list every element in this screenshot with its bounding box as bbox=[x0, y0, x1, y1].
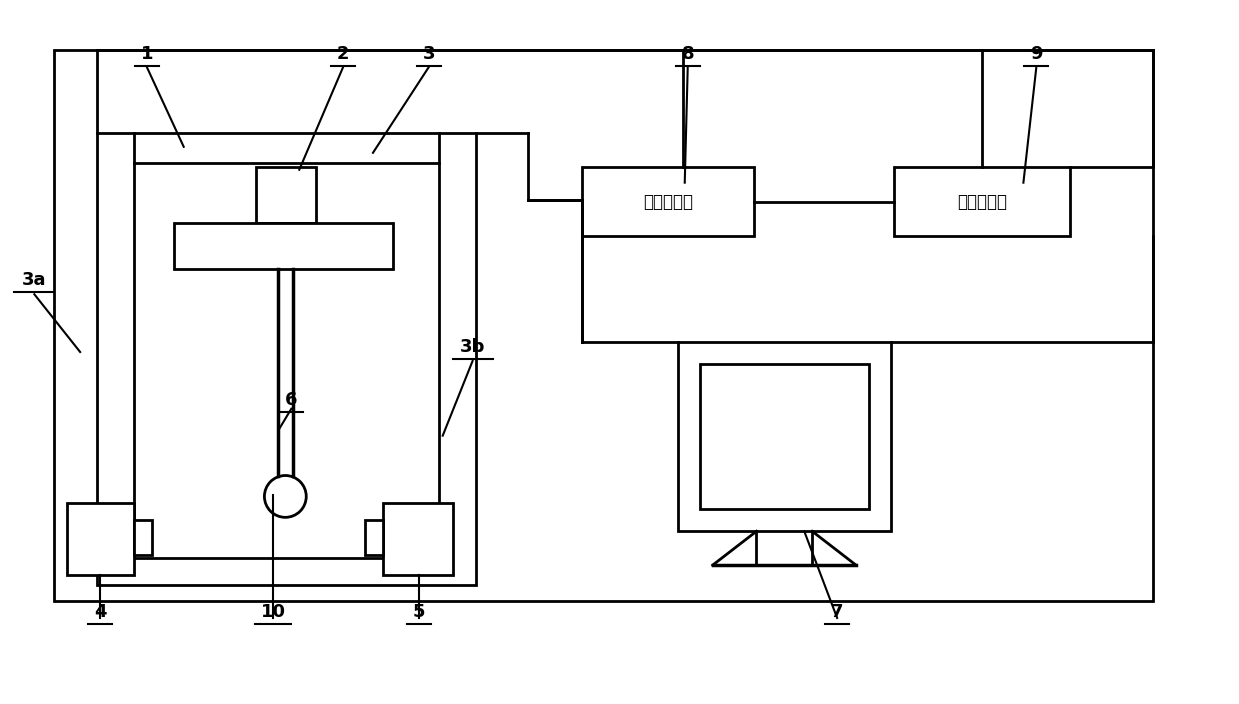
Bar bbox=[256, 167, 316, 222]
Text: 10: 10 bbox=[261, 603, 286, 621]
Bar bbox=[97, 133, 476, 585]
Text: 5: 5 bbox=[413, 603, 425, 621]
Bar bbox=[67, 503, 134, 575]
Text: 3: 3 bbox=[422, 45, 435, 63]
Bar bbox=[366, 520, 383, 555]
Bar bbox=[582, 167, 755, 237]
Circle shape bbox=[264, 475, 306, 517]
Bar bbox=[678, 342, 891, 532]
Bar bbox=[893, 167, 1070, 237]
Text: 9: 9 bbox=[1030, 45, 1042, 63]
Text: 运动控制器: 运动控制器 bbox=[643, 193, 694, 210]
Bar bbox=[134, 163, 439, 558]
Text: 8: 8 bbox=[681, 45, 694, 63]
Text: 2: 2 bbox=[337, 45, 349, 63]
Bar bbox=[55, 50, 1152, 601]
Text: 3a: 3a bbox=[22, 271, 47, 289]
Bar bbox=[383, 503, 452, 575]
Bar bbox=[173, 222, 393, 270]
Text: 4: 4 bbox=[94, 603, 107, 621]
Bar bbox=[700, 364, 869, 510]
Text: 7: 7 bbox=[831, 603, 844, 621]
Bar bbox=[134, 520, 152, 555]
Text: 图像处理器: 图像处理器 bbox=[957, 193, 1007, 210]
Text: 3b: 3b bbox=[460, 338, 486, 356]
Text: 6: 6 bbox=[285, 391, 297, 409]
Text: 1: 1 bbox=[140, 45, 154, 63]
